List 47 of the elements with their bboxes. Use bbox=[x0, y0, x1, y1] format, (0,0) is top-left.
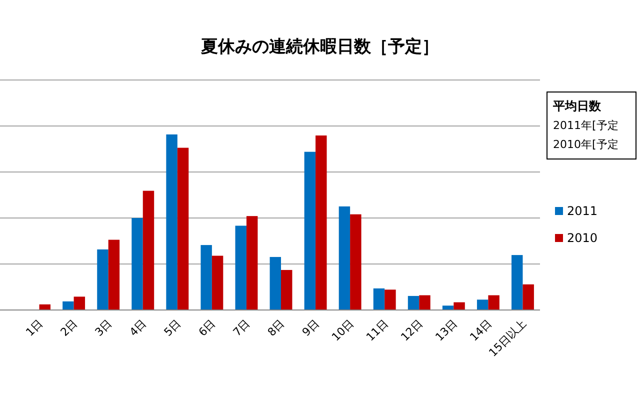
x-tick-label: 7日 bbox=[230, 316, 253, 339]
x-tick-label: 4日 bbox=[127, 316, 149, 339]
x-tick-label: 6日 bbox=[196, 316, 218, 339]
bar bbox=[304, 152, 316, 310]
legend-label: 2010 bbox=[567, 231, 598, 245]
x-tick-label: 8日 bbox=[265, 316, 288, 339]
bar bbox=[108, 240, 120, 310]
bar bbox=[200, 245, 212, 310]
text: 2011年[予定 bbox=[553, 119, 618, 132]
x-tick-label: 10日 bbox=[329, 316, 356, 344]
bar bbox=[97, 249, 108, 310]
chart-title: 夏休みの連続休暇日数［予定］ bbox=[200, 37, 439, 57]
bar bbox=[488, 295, 500, 310]
x-tick-label: 1日 bbox=[23, 316, 46, 339]
bar bbox=[166, 134, 178, 310]
bar bbox=[62, 301, 74, 310]
bar bbox=[476, 300, 488, 310]
bar bbox=[454, 302, 465, 310]
x-tick-label: 13日 bbox=[432, 316, 460, 344]
bar bbox=[350, 214, 362, 310]
bar bbox=[281, 270, 292, 310]
bar bbox=[270, 256, 281, 310]
legend-label: 2011 bbox=[567, 204, 598, 218]
x-tick-label: 11日 bbox=[364, 316, 391, 344]
bar bbox=[408, 296, 420, 310]
bar bbox=[373, 288, 385, 310]
bar bbox=[512, 255, 523, 310]
x-tick-label: 2日 bbox=[58, 316, 80, 339]
x-tick-label: 5日 bbox=[162, 316, 184, 339]
bar bbox=[246, 216, 258, 310]
bar bbox=[235, 226, 246, 310]
x-tick-label: 9日 bbox=[300, 316, 322, 339]
bar bbox=[132, 218, 143, 310]
bar bbox=[338, 206, 350, 310]
bar bbox=[384, 290, 396, 310]
x-tick-label: 3日 bbox=[92, 316, 114, 339]
bar bbox=[522, 284, 534, 310]
bar bbox=[177, 148, 189, 310]
x-tick-label: 12日 bbox=[398, 316, 426, 344]
bar bbox=[74, 296, 86, 310]
bar bbox=[142, 190, 154, 310]
text: 2010年[予定 bbox=[553, 138, 618, 151]
x-tick-label: 14日 bbox=[467, 316, 494, 344]
text: 平均日数 bbox=[552, 99, 602, 113]
bar bbox=[419, 295, 430, 310]
bar bbox=[212, 256, 224, 310]
bar bbox=[316, 135, 327, 310]
